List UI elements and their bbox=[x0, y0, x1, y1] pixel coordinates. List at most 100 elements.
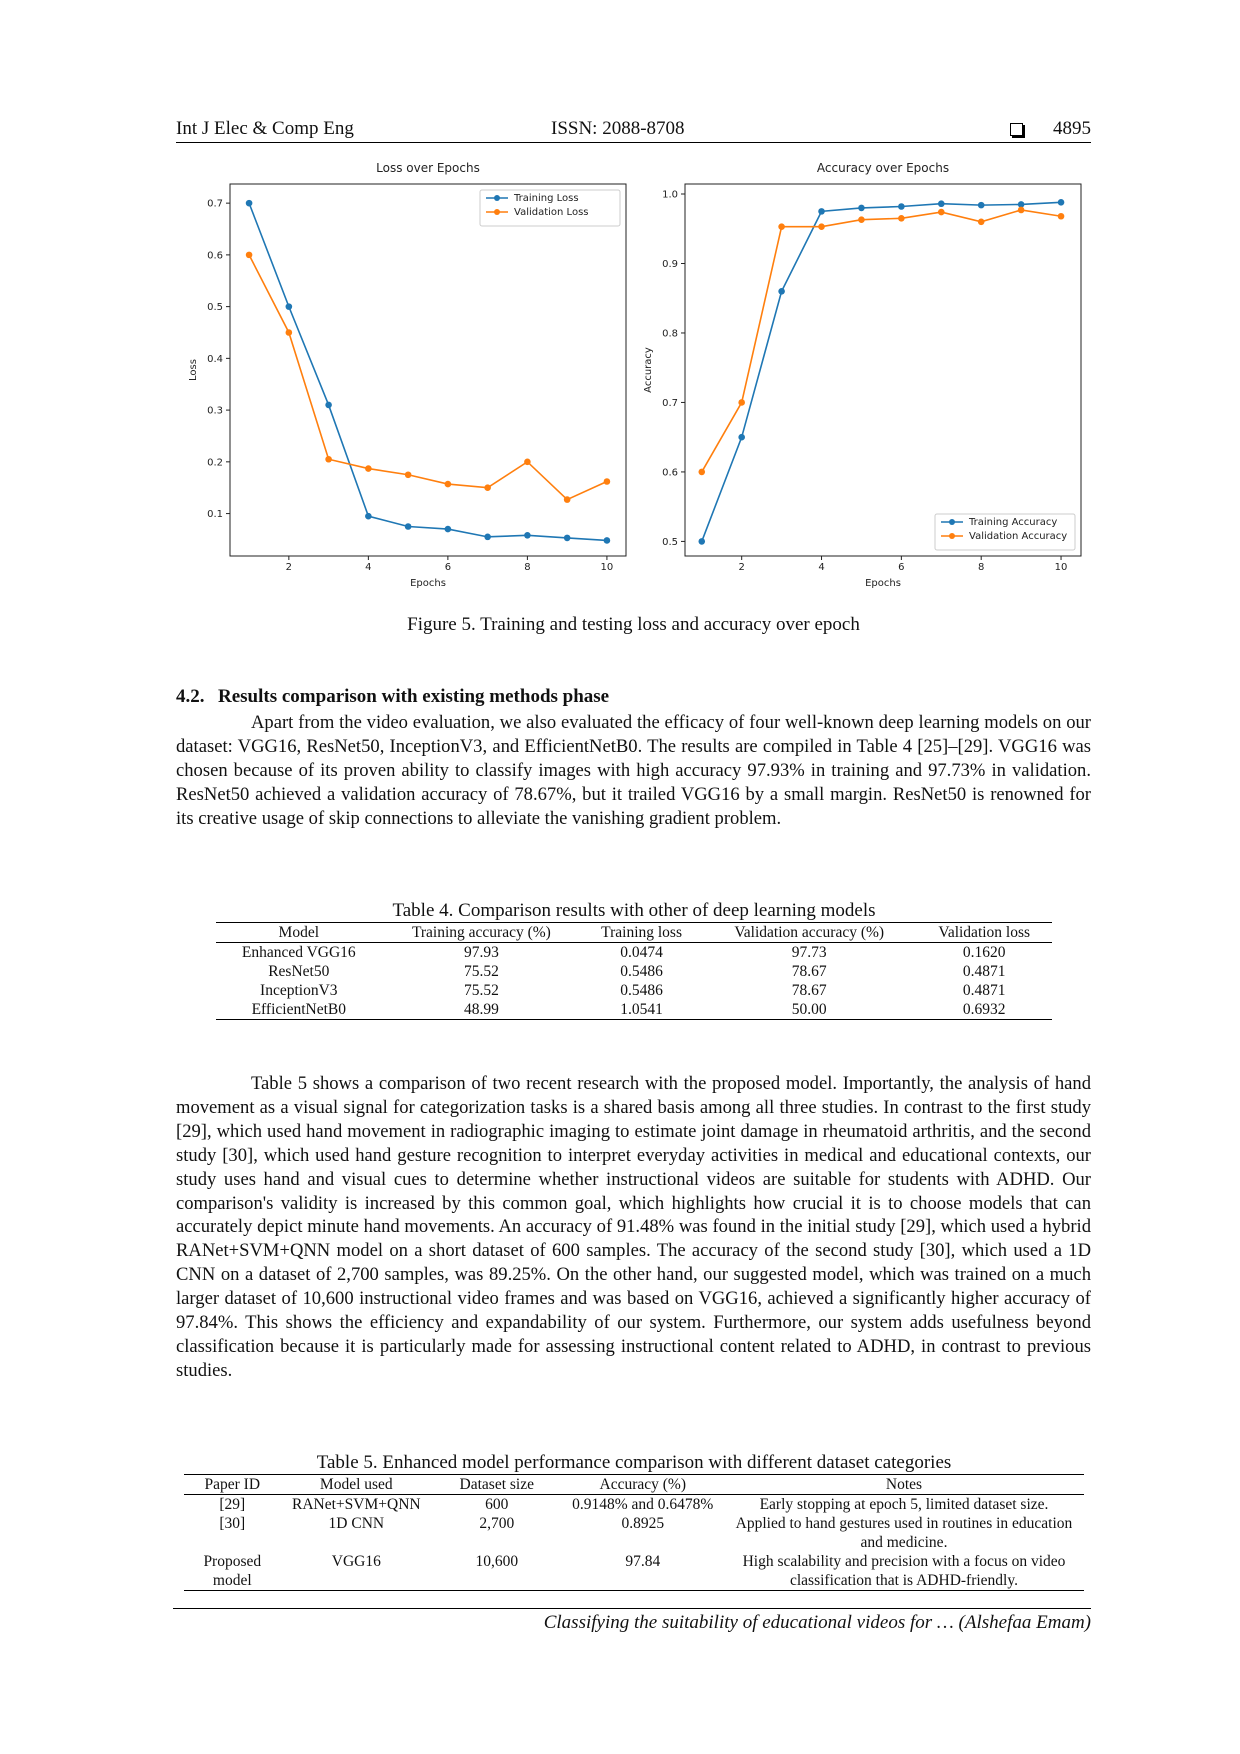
loss-chart: Loss over Epochs 2 4 6 8 10 0.1 0.2 0.3 0.4 0.5 0.6… bbox=[188, 161, 627, 589]
column-header: Model used bbox=[319, 1476, 393, 1493]
table-row: [29] RANet+SVM+QNN 600 0.9148% and 0.6478% E… bbox=[184, 1495, 1084, 1515]
point bbox=[898, 203, 905, 210]
point bbox=[484, 533, 491, 541]
y-tick-label: 0.4 bbox=[207, 354, 223, 365]
y-tick-label: 0.9 bbox=[662, 259, 678, 270]
y-tick-label: 0.6 bbox=[662, 467, 678, 478]
x-axis-label: Epochs bbox=[865, 578, 901, 589]
table-head: Paper ID Model used Dataset size Accuracy (… bbox=[184, 1474, 1084, 1495]
column-header: Model bbox=[278, 924, 320, 941]
table-block: Table 4. Comparison results with other o… bbox=[216, 900, 1052, 1020]
legend-label: Validation Loss bbox=[514, 207, 589, 218]
chart-title: Loss over Epochs bbox=[376, 161, 480, 175]
y-tick-label: 0.7 bbox=[207, 199, 223, 210]
table-cell: 0.5486 bbox=[620, 963, 663, 980]
point bbox=[365, 512, 372, 520]
table-row: Enhanced VGG16 97.93 0.0474 97.73 0.1620 bbox=[216, 943, 1052, 963]
y-tick-label: 0.7 bbox=[662, 398, 678, 409]
legend-label: Training Loss bbox=[513, 193, 579, 204]
table-cell: 600 bbox=[485, 1496, 509, 1513]
table-cell: 1D CNN bbox=[328, 1515, 385, 1532]
section-title: Results comparison with existing methods… bbox=[218, 686, 610, 707]
point bbox=[444, 480, 452, 488]
table-cell: 0.4871 bbox=[962, 963, 1006, 980]
accuracy-chart: Accuracy over Epochs 2 4 6 8 10 0.5 0.6 0.7 0.8 0.… bbox=[643, 161, 1082, 589]
column-header: Training accuracy (%) bbox=[411, 924, 551, 941]
table-cell: 75.52 bbox=[463, 963, 499, 980]
table-cell: RANet+SVM+QNN bbox=[292, 1496, 421, 1513]
table-cell: 1.0541 bbox=[620, 1001, 663, 1018]
box-symbol bbox=[1010, 123, 1023, 136]
point bbox=[898, 215, 905, 222]
paragraph: Table 5 shows a comparison of two recent… bbox=[176, 1073, 1091, 1381]
x-tick-label: 10 bbox=[1055, 562, 1068, 573]
table-cell: Enhanced VGG16 bbox=[241, 944, 356, 961]
x-tick-label: 6 bbox=[445, 562, 451, 573]
table-head: Model Training accuracy (%) Training loss V… bbox=[216, 922, 1052, 943]
table-cell: 78.67 bbox=[791, 982, 827, 999]
table-cell: 10,600 bbox=[475, 1553, 519, 1570]
point bbox=[977, 201, 985, 209]
legend-box bbox=[479, 189, 621, 227]
legend-marker bbox=[949, 519, 955, 525]
x-tick-label: 10 bbox=[601, 562, 614, 573]
point bbox=[858, 216, 865, 224]
point bbox=[245, 251, 253, 259]
table-cell: 0.8925 bbox=[621, 1515, 665, 1532]
point bbox=[325, 401, 332, 409]
point bbox=[1057, 212, 1065, 220]
point bbox=[603, 478, 611, 485]
table-caption: Table 4. Comparison results with other o… bbox=[392, 900, 876, 921]
x-tick-label: 4 bbox=[365, 562, 371, 573]
x-tick-label: 6 bbox=[898, 562, 904, 573]
y-tick-label: 0.3 bbox=[207, 406, 223, 417]
plot-frame bbox=[684, 183, 1082, 557]
series-line bbox=[248, 254, 608, 501]
column-header: Training loss bbox=[601, 924, 682, 941]
table-cell: 97.84 bbox=[625, 1553, 661, 1570]
point bbox=[563, 534, 571, 542]
table-cell: 2,700 bbox=[479, 1515, 515, 1532]
table-caption: Table 5. Enhanced model performance comp… bbox=[316, 1452, 952, 1473]
point bbox=[858, 204, 865, 212]
table-cell: 0.0474 bbox=[620, 944, 663, 961]
table-cell: 0.4871 bbox=[962, 982, 1006, 999]
point bbox=[563, 496, 571, 503]
table-cell: [30] bbox=[219, 1515, 246, 1532]
paragraph: Apart from the video evaluation, we also… bbox=[176, 712, 1091, 829]
point bbox=[778, 287, 785, 295]
legend-label: Validation Accuracy bbox=[969, 531, 1067, 542]
point bbox=[698, 468, 706, 476]
header-row: Paper ID Model used Dataset size Accuracy (… bbox=[184, 1474, 1084, 1495]
point bbox=[738, 399, 745, 406]
table-cell: 48.99 bbox=[463, 1001, 499, 1018]
point bbox=[524, 458, 531, 466]
y-tick-label: 0.2 bbox=[207, 457, 223, 468]
table-cell: Applied to hand gestures used in routine… bbox=[735, 1515, 1073, 1551]
section-number: 4.2. bbox=[176, 686, 205, 707]
legend-marker bbox=[494, 209, 500, 215]
journal-name: Int J Elec & Comp Eng bbox=[176, 118, 354, 139]
chart-title: Accuracy over Epochs bbox=[817, 161, 949, 175]
legend-label: Training Accuracy bbox=[968, 517, 1057, 528]
point bbox=[285, 303, 293, 310]
x-tick-label: 4 bbox=[818, 562, 824, 573]
page-footer: Classifying the suitability of education… bbox=[173, 1608, 1091, 1634]
point bbox=[245, 199, 253, 207]
x-tick-label: 2 bbox=[286, 562, 292, 573]
x-tick-label: 8 bbox=[524, 562, 530, 573]
y-tick-label: 0.6 bbox=[207, 250, 223, 261]
table-cell: 50.00 bbox=[791, 1001, 827, 1018]
point bbox=[698, 538, 706, 545]
y-axis-label: Loss bbox=[188, 359, 199, 381]
table-cell: [29] bbox=[219, 1496, 246, 1513]
point bbox=[977, 218, 985, 226]
figure-caption: Figure 5. Training and testing loss and … bbox=[407, 614, 860, 635]
table-cell: Proposed model bbox=[203, 1553, 262, 1589]
table-row: EfficientNetB0 48.99 1.0541 50.00 0.6932 bbox=[216, 1000, 1052, 1020]
table-cell: High scalability and precision with a fo… bbox=[742, 1553, 1066, 1589]
page-number: 4895 bbox=[1053, 118, 1091, 139]
table-cell: 0.6932 bbox=[962, 1001, 1006, 1018]
issn: ISSN: 2088-8708 bbox=[551, 118, 685, 139]
